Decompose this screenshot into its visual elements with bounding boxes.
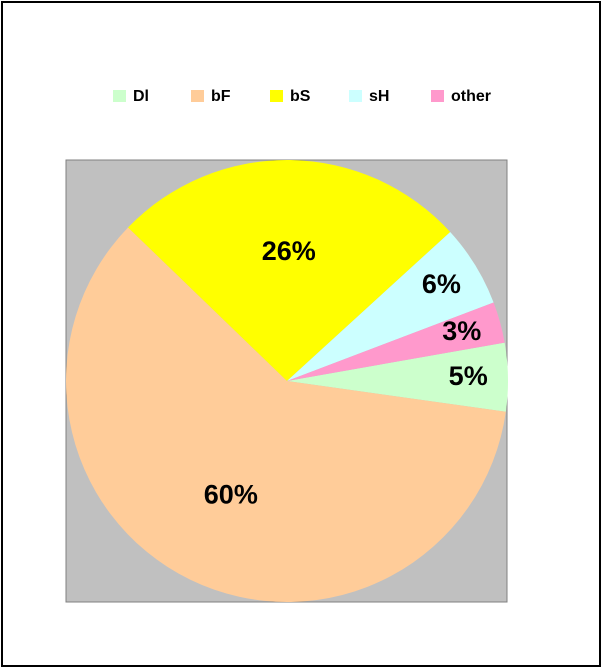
legend-swatch [349,90,362,102]
pie-slice [65,227,506,602]
data-label: 60% [204,479,258,509]
legend-swatch [113,90,126,102]
legend-label: sH [369,88,389,105]
legend-swatch [270,90,283,102]
legend-label: Dl [133,88,149,105]
data-label: 5% [449,361,488,391]
legend-label: other [451,88,491,105]
pie-slice [287,231,494,381]
legend-swatch [431,90,444,102]
pie-slice [128,160,451,381]
legend-label: bS [290,88,311,105]
data-label: 26% [262,236,316,266]
legend-label: bF [211,88,231,105]
pie-slice [287,342,509,412]
data-label: 6% [422,269,461,299]
data-label: 3% [442,316,481,346]
pie-slice [287,302,505,381]
legend-swatch [191,90,204,102]
